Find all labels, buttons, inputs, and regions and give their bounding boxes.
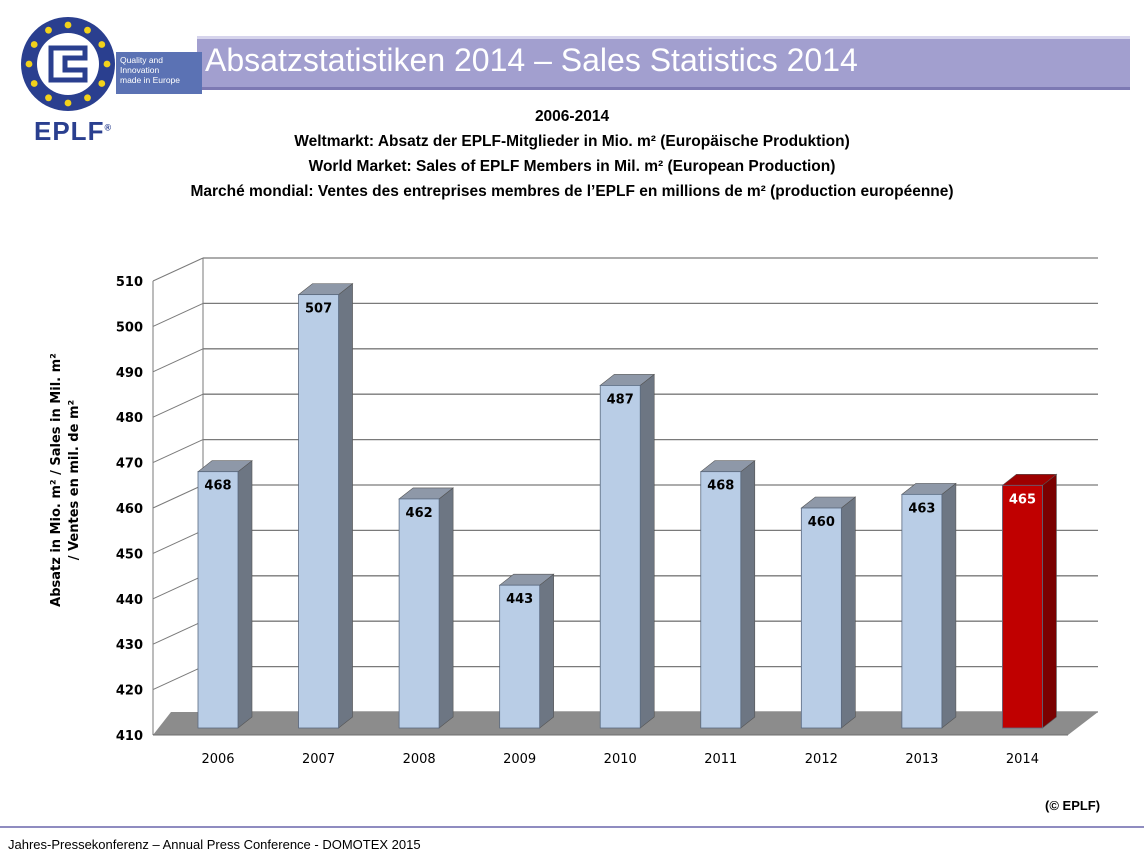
- bar-side: [237, 460, 253, 729]
- logo-wordmark: EPLF®: [34, 116, 112, 147]
- bar: [800, 507, 842, 729]
- x-tick-label: 2008: [403, 752, 436, 767]
- y-tick-label: 490: [116, 366, 143, 381]
- data-label: 463: [908, 501, 935, 516]
- logo-wordmark-text: EPLF: [34, 116, 105, 146]
- y-axis-title-line: Absatz in Mio. m² / Sales in Mil. m²: [49, 353, 64, 607]
- y-axis-title: Absatz in Mio. m² / Sales in Mil. m² / Ve…: [49, 353, 82, 607]
- page-title: Absatzstatistiken 2014 – Sales Statistic…: [205, 42, 858, 78]
- bar-side: [941, 482, 957, 729]
- logo-tagline-line: Innovation: [120, 65, 160, 75]
- x-tick-label: 2011: [704, 752, 737, 767]
- chart-title-line: Marché mondial: Ventes des entreprises m…: [190, 183, 954, 200]
- y-tick-label: 480: [116, 411, 143, 426]
- bar-side: [639, 373, 655, 729]
- chart-title-line: World Market: Sales of EPLF Members in M…: [308, 158, 836, 175]
- y-tick-label: 500: [116, 320, 143, 335]
- data-label: 462: [406, 506, 433, 521]
- y-tick-label: 470: [116, 457, 143, 472]
- x-tick-label: 2006: [201, 752, 234, 767]
- y-tick-label: 430: [116, 638, 143, 653]
- side-wall-line: [152, 620, 204, 645]
- bar: [1002, 484, 1043, 729]
- y-tick-label: 510: [116, 275, 143, 290]
- bar-side: [1042, 473, 1057, 729]
- bar: [700, 471, 742, 729]
- x-tick-label: 2010: [604, 752, 637, 767]
- data-label: 487: [607, 392, 634, 407]
- data-label: 507: [305, 302, 332, 317]
- bar-side: [740, 460, 756, 729]
- x-tick-label: 2012: [805, 752, 838, 767]
- eplf-logo: Quality and Innovation made in Europe EP…: [12, 10, 202, 146]
- bar-chart: 410 420 430 440 450 460 470 480 490 500 510 468 2006…: [49, 257, 1098, 767]
- x-tick-label: 2013: [905, 752, 938, 767]
- logo-tagline: Quality and Innovation made in Europe: [116, 52, 202, 94]
- registered-mark: ®: [104, 122, 113, 133]
- side-wall-line: [152, 484, 204, 509]
- x-tick-label: 2009: [503, 752, 536, 767]
- bar-side: [338, 283, 353, 729]
- logo-tagline-line: made in Europe: [120, 75, 181, 85]
- bar: [398, 498, 440, 729]
- side-wall-line: [152, 393, 204, 418]
- header-bar: [197, 36, 1130, 90]
- data-label: 460: [808, 515, 835, 530]
- bar: [599, 385, 641, 729]
- copyright: (© EPLF): [1045, 798, 1101, 813]
- bar: [499, 584, 541, 729]
- data-label: 468: [707, 479, 734, 494]
- side-wall-line: [152, 575, 204, 600]
- data-label: 465: [1009, 492, 1036, 507]
- y-tick-label: 420: [116, 684, 143, 699]
- eu-stars-ring-icon: [21, 17, 115, 111]
- chart-title-line: Weltmarkt: Absatz der EPLF-Mitglieder in…: [294, 133, 850, 150]
- y-axis-title-line: / Ventes en mil. de m²: [67, 400, 82, 560]
- side-wall-line: [152, 529, 204, 554]
- side-wall-line: [152, 257, 204, 282]
- bar: [901, 493, 943, 729]
- data-label: 443: [506, 592, 533, 607]
- footer-text: Jahres-Pressekonferenz – Annual Press Co…: [8, 837, 421, 852]
- logo-tagline-line: Quality and: [120, 55, 163, 65]
- bar-side: [841, 496, 856, 729]
- bar-side: [438, 487, 454, 729]
- y-tick-label: 410: [116, 729, 143, 744]
- bar: [298, 294, 339, 729]
- x-tick-label: 2007: [302, 752, 335, 767]
- side-wall-line: [152, 666, 204, 691]
- side-wall-line: [152, 439, 204, 464]
- side-wall-line: [152, 302, 204, 327]
- y-tick-label: 450: [116, 547, 143, 562]
- y-tick-label: 460: [116, 502, 143, 517]
- chart-title-line: 2006-2014: [534, 108, 610, 125]
- bar-side: [539, 573, 554, 729]
- data-label: 468: [204, 479, 231, 494]
- footer-divider: [0, 826, 1144, 828]
- bar: [197, 471, 239, 729]
- y-tick-label: 440: [116, 593, 143, 608]
- x-tick-label: 2014: [1006, 752, 1039, 767]
- side-wall-line: [152, 348, 204, 373]
